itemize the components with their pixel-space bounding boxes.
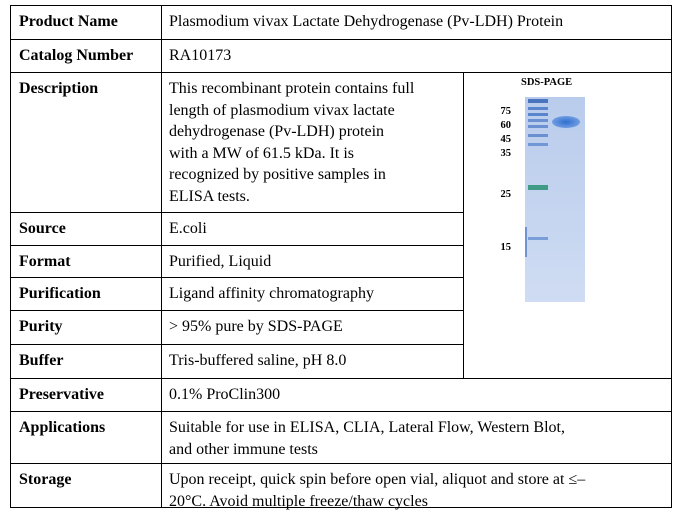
gel-background	[525, 97, 585, 302]
description-line: length of plasmodium vivax lactate	[169, 101, 395, 119]
marker-band	[528, 99, 548, 103]
description-line: recognized by positive samples in	[169, 166, 386, 183]
row-divider	[10, 72, 672, 73]
row-divider	[10, 411, 672, 412]
marker-band	[528, 119, 548, 122]
label-source: Source	[19, 220, 66, 237]
label-catalog-number: Catalog Number	[19, 47, 134, 64]
gel-image	[525, 97, 585, 302]
column-divider	[161, 5, 162, 508]
value-catalog-number: RA10173	[169, 47, 232, 64]
label-preservative: Preservative	[19, 386, 104, 403]
marker-band	[528, 113, 548, 116]
marker-band	[528, 143, 548, 146]
marker-band	[528, 125, 548, 128]
label-format: Format	[19, 253, 71, 270]
column-divider	[671, 5, 672, 508]
marker-band	[528, 134, 548, 137]
label-description: Description	[19, 80, 99, 97]
label-storage: Storage	[19, 471, 72, 488]
marker-band	[528, 185, 548, 190]
description-line: dehydrogenase (Pv-LDH) protein	[169, 123, 385, 140]
row-divider	[10, 344, 463, 345]
row-divider	[10, 5, 672, 6]
value-applications: Suitable for use in ELISA, CLIA, Lateral…	[161, 411, 671, 463]
sample-band	[552, 116, 580, 128]
storage-line: Upon receipt, quick spin before open via…	[169, 471, 586, 488]
marker-label: 25	[500, 189, 512, 200]
row-divider	[10, 507, 672, 508]
value-format: Purified, Liquid	[169, 253, 272, 270]
row-divider	[10, 378, 672, 379]
applications-line: Suitable for use in ELISA, CLIA, Lateral…	[169, 419, 565, 436]
marker-label: 75	[500, 106, 512, 117]
gel-edge	[525, 227, 527, 257]
value-storage: Upon receipt, quick spin before open via…	[161, 463, 671, 510]
value-buffer: Tris-buffered saline, pH 8.0	[169, 352, 347, 369]
row-divider	[10, 277, 463, 278]
value-product-name: Plasmodium vivax Lactate Dehydrogenase (…	[169, 13, 564, 30]
row-divider	[10, 245, 463, 246]
label-buffer: Buffer	[19, 352, 64, 369]
marker-band	[528, 107, 548, 110]
label-product-name: Product Name	[19, 13, 118, 30]
applications-line: and other immune tests	[169, 440, 318, 458]
label-purity: Purity	[19, 318, 63, 335]
marker-band	[528, 237, 548, 240]
sds-page-figure: SDS-PAGE 75 60 45 35 25 15	[473, 73, 672, 378]
value-source: E.coli	[169, 220, 207, 237]
row-divider	[10, 310, 463, 311]
description-line: with a MW of 61.5 kDa. It is	[169, 144, 355, 162]
label-applications: Applications	[19, 419, 106, 436]
description-line: This recombinant protein contains full	[169, 80, 415, 97]
row-divider	[10, 39, 672, 40]
gel-title: SDS-PAGE	[521, 77, 573, 88]
column-divider	[10, 5, 11, 508]
spec-table: Product Name Plasmodium vivax Lactate De…	[10, 5, 672, 510]
row-divider	[10, 212, 463, 213]
value-purification: Ligand affinity chromatography	[169, 285, 374, 302]
marker-label: 45	[500, 134, 512, 145]
description-line: ELISA tests.	[169, 187, 250, 205]
value-preservative: 0.1% ProClin300	[169, 386, 281, 403]
value-description: This recombinant protein contains full l…	[161, 72, 463, 212]
column-divider	[463, 72, 464, 379]
marker-label: 35	[500, 148, 512, 159]
storage-line: 20°C. Avoid multiple freeze/thaw cycles	[169, 492, 428, 510]
marker-label: 15	[500, 242, 512, 253]
marker-label: 60	[500, 120, 512, 131]
label-purification: Purification	[19, 285, 101, 302]
value-purity: > 95% pure by SDS-PAGE	[169, 318, 343, 335]
row-divider	[10, 463, 672, 464]
